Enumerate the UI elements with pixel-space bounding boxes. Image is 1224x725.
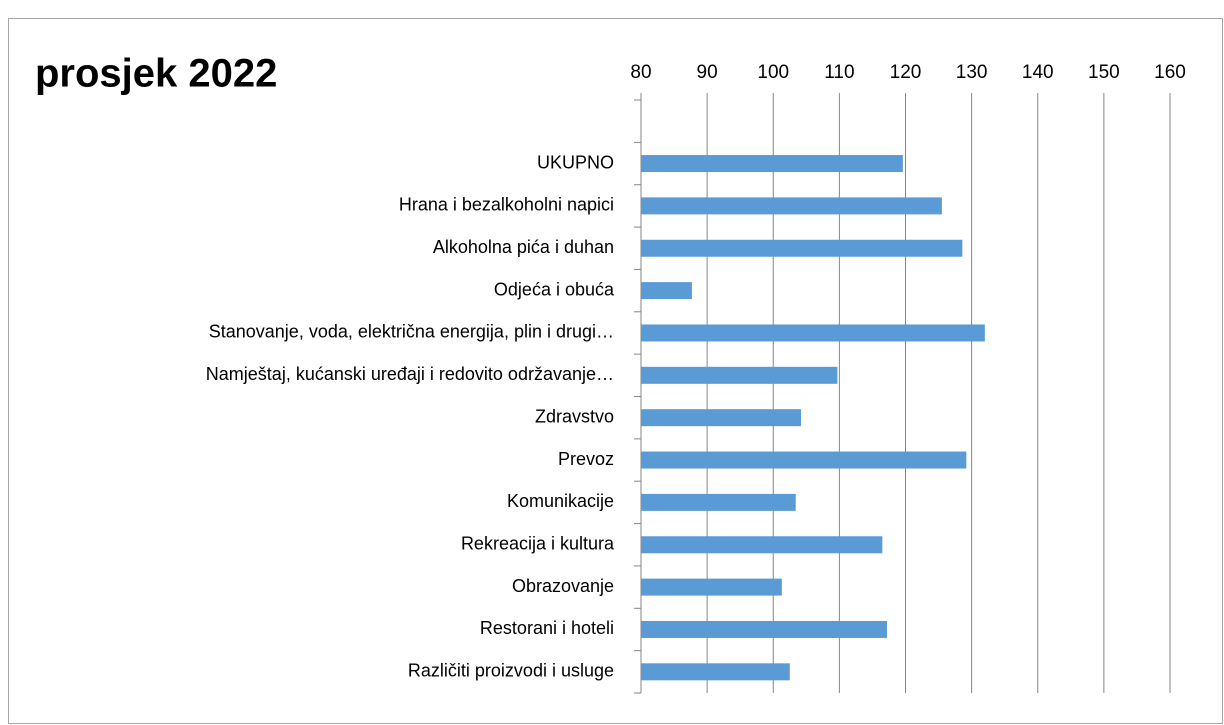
bar (641, 197, 942, 215)
y-tick-label: Prevoz (558, 449, 614, 469)
bar (641, 282, 692, 300)
x-tick-label: 120 (890, 62, 922, 83)
y-tick-label: UKUPNO (537, 152, 614, 172)
bar (641, 451, 967, 469)
x-tick-label: 80 (630, 62, 651, 83)
bar (641, 366, 838, 384)
y-tick-label: Rekreacija i kultura (461, 534, 615, 554)
bar (641, 663, 790, 681)
x-tick-label: 150 (1088, 62, 1120, 83)
y-tick-label: Stanovanje, voda, električna energija, p… (209, 322, 614, 342)
bar (641, 620, 887, 638)
x-tick-label: 130 (956, 62, 988, 83)
bar (641, 155, 903, 173)
bar (641, 239, 963, 257)
chart-border (8, 18, 1223, 724)
y-tick-label: Alkoholna pića i duhan (433, 237, 614, 257)
x-tick-label: 90 (697, 62, 718, 83)
y-tick-label: Zdravstvo (535, 406, 614, 426)
x-tick-label: 110 (824, 62, 854, 83)
y-tick-label: Namještaj, kućanski uređaji i redovito o… (206, 364, 614, 384)
y-tick-label: Obrazovanje (512, 576, 614, 596)
bar (641, 536, 883, 554)
y-tick-label: Komunikacije (507, 491, 614, 511)
y-tick-label: Restorani i hoteli (480, 618, 614, 638)
y-tick-label: Različiti proizvodi i usluge (408, 661, 614, 681)
bar (641, 324, 985, 342)
bar (641, 409, 802, 427)
y-tick-label: Odjeća i obuća (494, 279, 615, 299)
x-tick-label: 140 (1022, 62, 1054, 83)
x-tick-label: 160 (1154, 62, 1186, 83)
x-tick-label: 100 (757, 62, 789, 83)
bar (641, 493, 796, 511)
bar (641, 578, 782, 596)
y-tick-label: Hrana i bezalkoholni napici (399, 195, 614, 215)
chart-title: prosjek 2022 (35, 52, 277, 96)
